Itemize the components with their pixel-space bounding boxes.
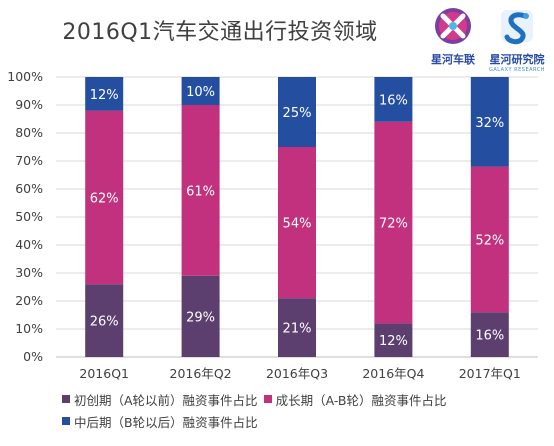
legend-row-2: 中后期（B轮以后）融资事件占比 [62,410,542,432]
bar-segment [278,147,316,299]
bar-segment [374,323,413,357]
y-tick-label: 50% [15,209,43,224]
x-tick-label: 2017年Q1 [459,366,521,381]
data-label: 29% [186,310,215,325]
y-tick-label: 90% [15,97,43,112]
legend-swatch-growth-stage [263,395,272,403]
data-label: 16% [475,329,504,344]
bar-segment [374,77,413,122]
y-tick-label: 40% [15,237,43,252]
data-label: 52% [475,233,504,248]
galaxy-research-logo-icon [501,10,533,45]
x-tick-label: 2016Q1 [79,366,129,381]
legend-item-late-stage: 中后期（B轮以后）融资事件占比 [62,412,258,431]
legend-swatch-late-stage [62,417,70,425]
y-tick-label: 70% [15,153,43,168]
galaxy-auto-logo: 星河车联 [424,6,482,67]
bar-segment [374,121,413,324]
y-tick-label: 60% [15,181,43,196]
bar-segment [85,110,124,285]
x-tick-label: 2016年Q4 [362,366,424,381]
chart-title: 2016Q1汽车交通出行投资领域 [62,20,378,45]
bar-segment [278,77,316,147]
data-label: 12% [90,88,119,103]
galaxy-auto-logo-icon [435,8,471,44]
data-label: 21% [283,322,312,337]
y-tick-label: 0% [23,349,43,364]
galaxy-auto-logo-label: 星河车联 [431,53,475,66]
bar-segment [181,105,220,276]
galaxy-research-logo-sub: GALAXY RESEARCH [488,67,546,73]
legend-label-late-stage: 中后期（B轮以后）融资事件占比 [74,414,258,430]
bar-segment [470,166,509,313]
legend-item-early-stage: 初创期（A轮以前）融资事件占比 [62,390,258,409]
legend-row-1: 初创期（A轮以前）融资事件占比 成长期（A-B轮）融资事件占比 [62,388,542,410]
bar-segment [181,275,220,357]
x-tick-label: 2016年Q2 [170,366,232,381]
bar-segment [470,312,509,357]
bar-segment [470,77,509,167]
legend-item-growth-stage: 成长期（A-B轮）融资事件占比 [263,390,447,409]
bar-segment [278,298,316,357]
x-tick-label: 2016年Q3 [266,366,328,381]
galaxy-research-logo: 星河研究院 GALAXY RESEARCH [488,6,546,73]
legend-label-growth-stage: 成长期（A-B轮）融资事件占比 [275,392,447,408]
y-tick-label: 80% [15,125,43,140]
y-tick-label: 10% [15,321,43,336]
bar-segment [85,284,124,357]
y-tick-label: 30% [15,265,43,280]
data-label: 12% [379,334,408,349]
galaxy-research-logo-label: 星河研究院 [489,53,545,66]
data-label: 25% [283,106,312,121]
data-label: 16% [379,93,408,108]
data-label: 72% [379,217,408,232]
data-label: 32% [475,116,504,131]
data-label: 61% [186,184,215,199]
data-label: 26% [90,315,119,330]
data-label: 62% [90,191,119,206]
data-label: 54% [283,217,312,232]
y-tick-label: 20% [15,293,43,308]
bar-segment [181,77,220,105]
bar-segment [85,77,124,111]
chart-legend: 初创期（A轮以前）融资事件占比 成长期（A-B轮）融资事件占比 中后期（B轮以后… [62,388,542,432]
data-label: 10% [186,85,215,100]
legend-swatch-early-stage [62,395,70,403]
legend-label-early-stage: 初创期（A轮以前）融资事件占比 [74,392,258,408]
y-tick-label: 100% [7,69,43,84]
